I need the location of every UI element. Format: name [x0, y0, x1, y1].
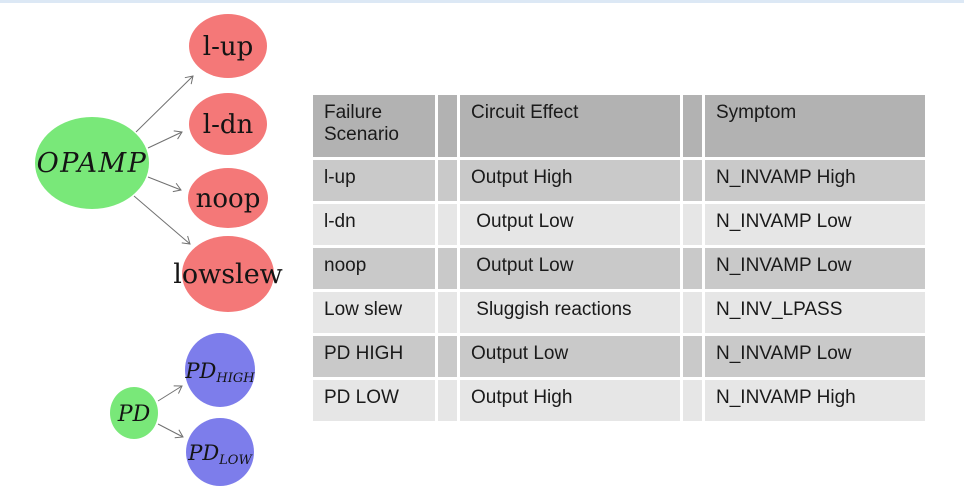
diagram-edges — [133, 75, 194, 439]
cell-spacer — [683, 160, 702, 202]
cell-spacer — [683, 292, 702, 334]
node-noop-label: noop — [196, 184, 261, 214]
cell-effect: Output Low — [460, 336, 680, 378]
cell-effect: Output High — [460, 160, 680, 202]
node-ldn-shape — [189, 93, 267, 155]
cell-spacer — [438, 380, 457, 422]
edge-pd-pdlow — [157, 423, 184, 439]
edge-opamp-lowslew — [133, 195, 191, 245]
edge-opamp-noop — [147, 176, 182, 193]
cell-spacer — [683, 380, 702, 422]
cell-symptom: N_INVAMP Low — [705, 336, 925, 378]
edge-pd-pdhigh — [157, 385, 183, 402]
node-pdlow-label: PDLOW — [187, 441, 253, 468]
cell-scenario: noop — [313, 248, 435, 290]
node-noop-shape — [188, 168, 268, 228]
cell-spacer — [438, 160, 457, 202]
cell-symptom: N_INVAMP Low — [705, 248, 925, 290]
fault-tree-diagram: OPAMP l-up l-dn noop lowslew PD PDHIGH P… — [35, 14, 283, 486]
cell-symptom: N_INVAMP Low — [705, 204, 925, 246]
cell-spacer — [438, 248, 457, 290]
node-pdhigh-label: PDHIGH — [184, 359, 255, 386]
edge-opamp-ldn — [147, 130, 183, 149]
node-lup-label: l-up — [203, 32, 254, 62]
node-pdhigh-shape — [185, 333, 255, 407]
top-edge-strip — [0, 0, 964, 3]
cell-scenario: Low slew — [313, 292, 435, 334]
table-row: PD LOW Output High N_INVAMP High — [313, 380, 925, 422]
node-pd-label: PD — [117, 402, 151, 427]
cell-spacer — [438, 336, 457, 378]
node-lup-shape — [189, 14, 267, 78]
node-pdlow-main: PD — [187, 441, 219, 465]
cell-spacer — [438, 292, 457, 334]
node-lowslew-label: lowslew — [173, 259, 283, 290]
cell-spacer — [438, 204, 457, 246]
table-row: l-dn Output Low N_INVAMP Low — [313, 204, 925, 246]
table-row: Low slew Sluggish reactions N_INV_LPASS — [313, 292, 925, 334]
cell-effect: Output Low — [460, 248, 680, 290]
header-circuit-effect: Circuit Effect — [460, 95, 680, 158]
failure-mode-table: Failure Scenario Circuit Effect Symptom … — [310, 92, 928, 424]
header-spacer — [683, 95, 702, 158]
header-spacer — [438, 95, 457, 158]
cell-effect: Output Low — [460, 204, 680, 246]
node-pdlow-shape — [186, 418, 254, 486]
edge-opamp-lup — [135, 75, 194, 133]
header-failure-scenario: Failure Scenario — [313, 95, 435, 158]
cell-scenario: PD HIGH — [313, 336, 435, 378]
cell-scenario: l-dn — [313, 204, 435, 246]
cell-spacer — [683, 204, 702, 246]
cell-symptom: N_INVAMP High — [705, 160, 925, 202]
header-symptom: Symptom — [705, 95, 925, 158]
table-row: PD HIGH Output Low N_INVAMP Low — [313, 336, 925, 378]
cell-effect: Sluggish reactions — [460, 292, 680, 334]
cell-symptom: N_INVAMP High — [705, 380, 925, 422]
cell-scenario: PD LOW — [313, 380, 435, 422]
node-opamp-shape — [35, 117, 149, 209]
node-pdhigh-subscript: HIGH — [215, 371, 255, 386]
node-opamp-label: OPAMP — [37, 148, 148, 179]
cell-spacer — [683, 336, 702, 378]
node-ldn-label: l-dn — [203, 110, 254, 140]
cell-effect: Output High — [460, 380, 680, 422]
node-pdhigh-main: PD — [184, 359, 216, 383]
table-header-row: Failure Scenario Circuit Effect Symptom — [313, 95, 925, 158]
cell-symptom: N_INV_LPASS — [705, 292, 925, 334]
cell-spacer — [683, 248, 702, 290]
node-lowslew-shape — [182, 236, 274, 312]
diagram-nodes: OPAMP l-up l-dn noop lowslew PD PDHIGH P… — [35, 14, 283, 486]
table-row: noop Output Low N_INVAMP Low — [313, 248, 925, 290]
table-row: l-up Output High N_INVAMP High — [313, 160, 925, 202]
node-pdlow-subscript: LOW — [218, 453, 253, 468]
cell-scenario: l-up — [313, 160, 435, 202]
node-pd-shape — [110, 387, 158, 439]
